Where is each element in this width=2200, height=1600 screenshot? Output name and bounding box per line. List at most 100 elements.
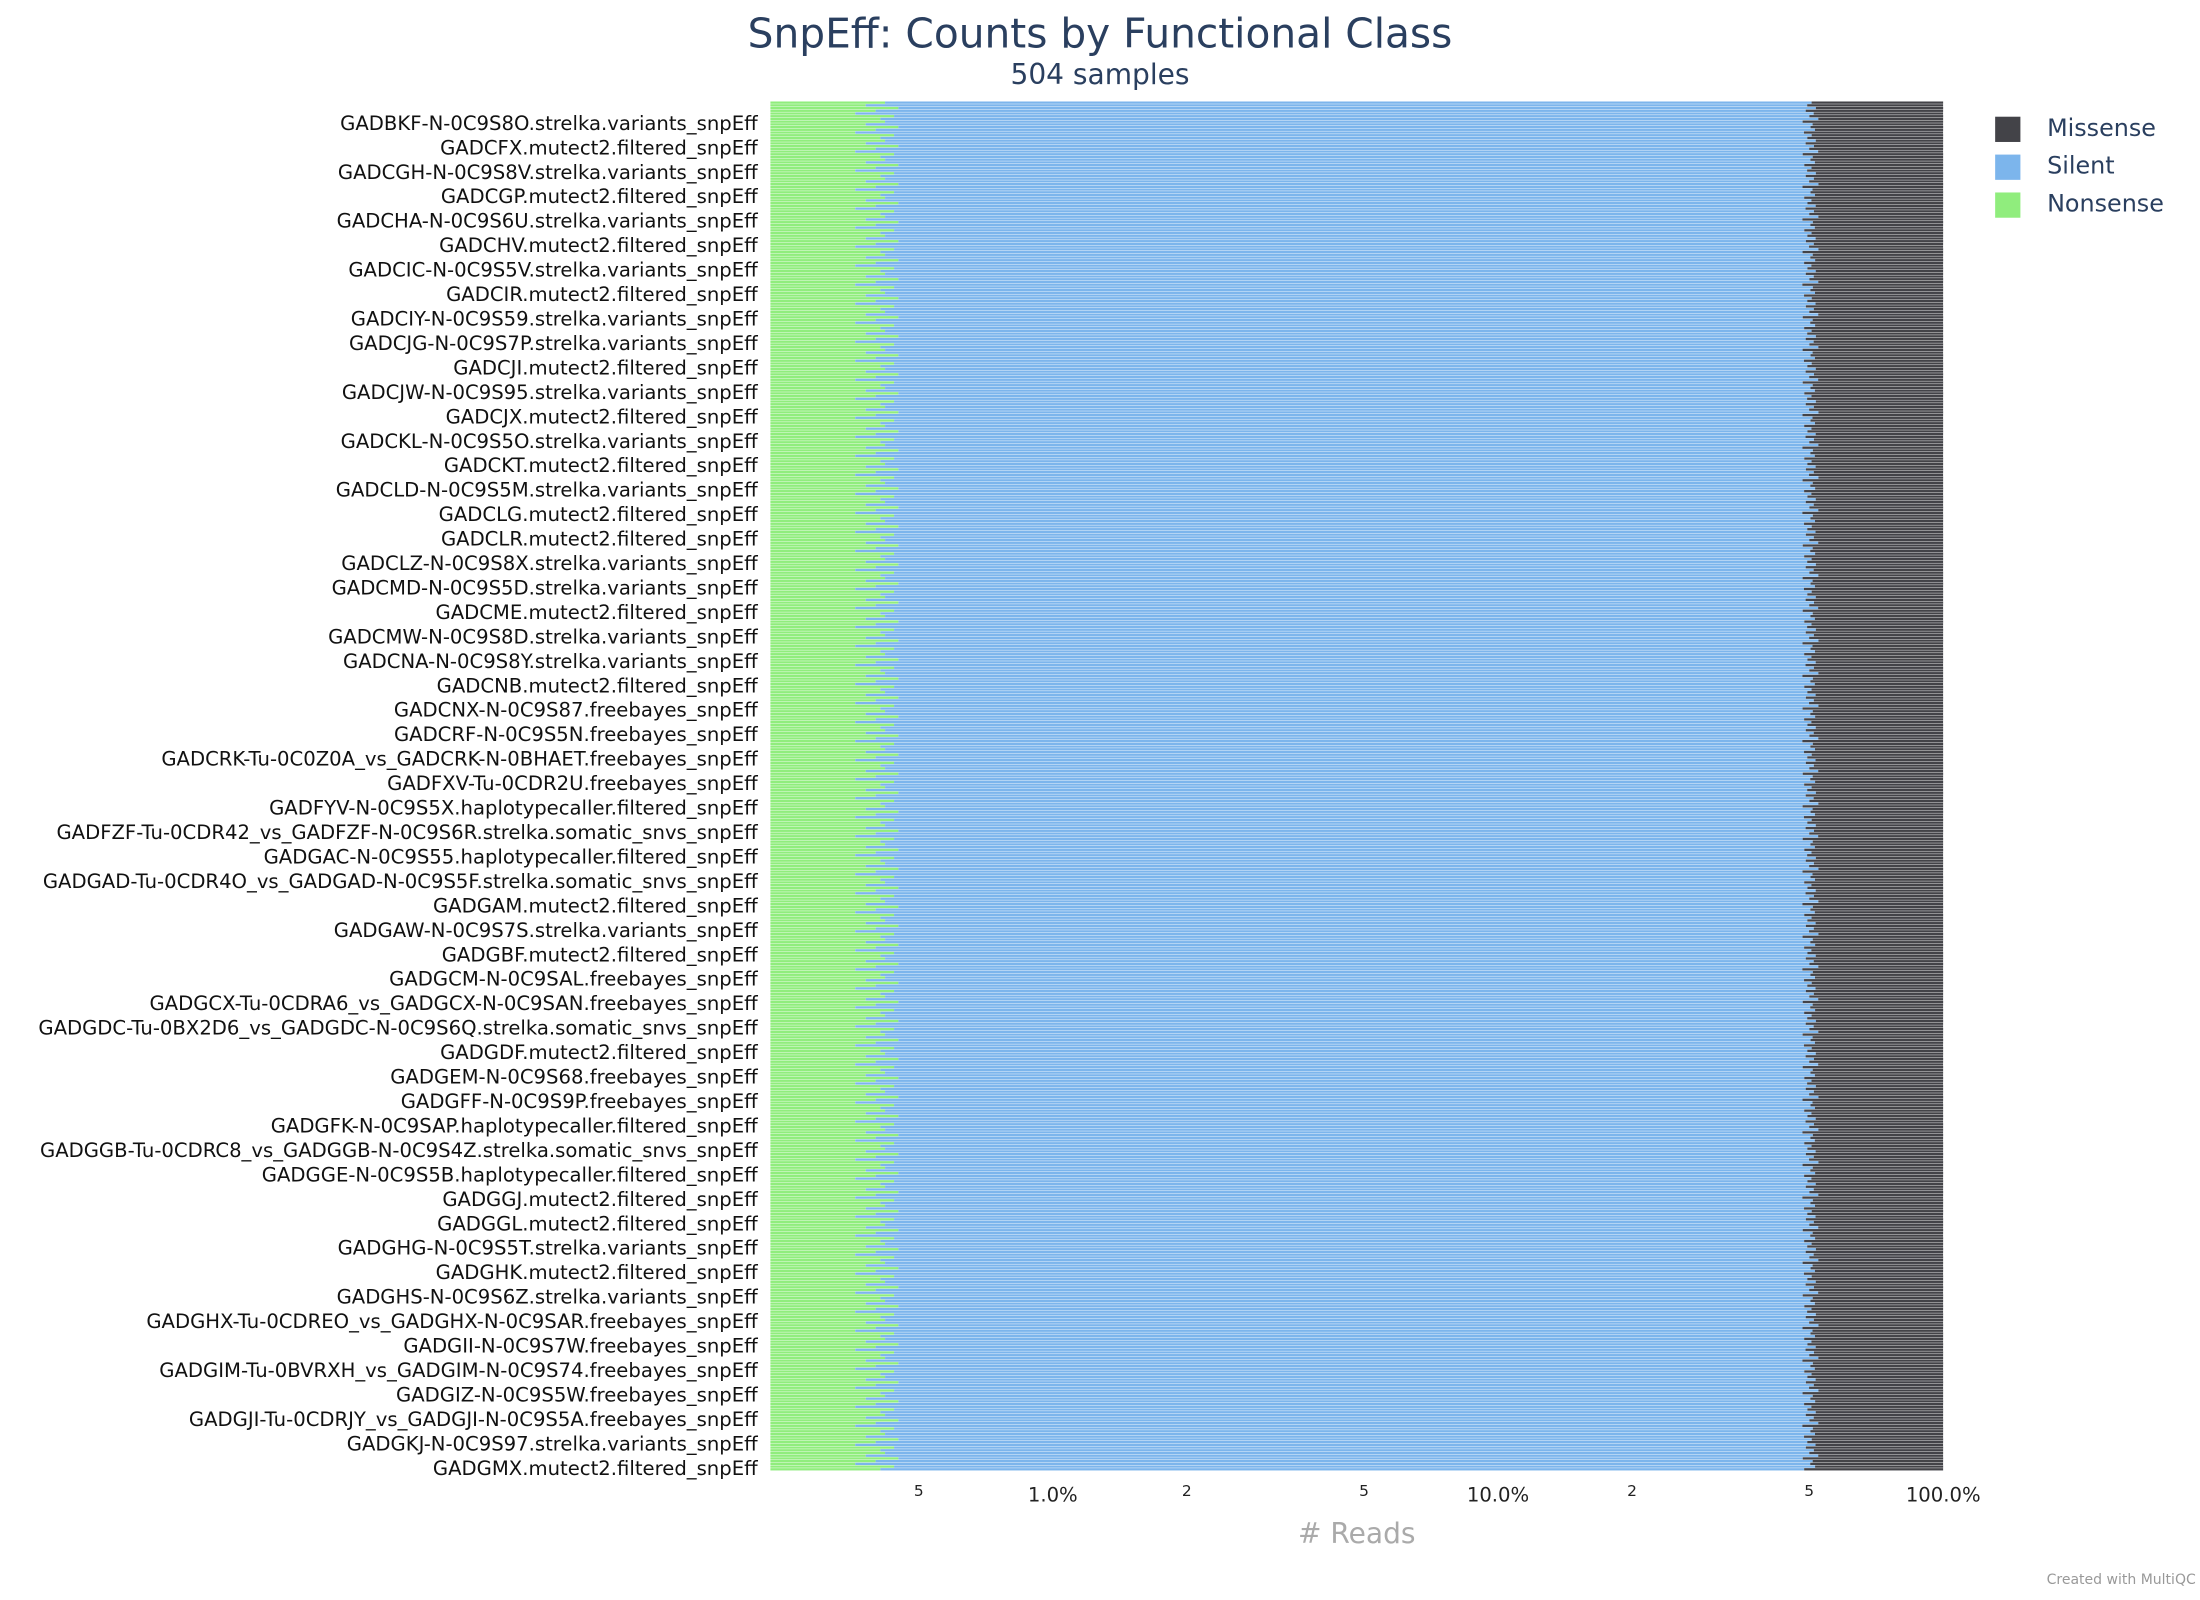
bar-segment <box>875 775 1813 778</box>
bar-segment <box>1809 1321 1944 1324</box>
y-tick-label: GADCIR.mutect2.filtered_snpEff <box>446 283 758 306</box>
bar-segment <box>770 256 866 259</box>
bar-segment <box>1811 720 1944 724</box>
bar-segment <box>770 783 881 786</box>
bar-segment <box>1815 530 1944 534</box>
y-tick-label: GADGHK.mutect2.filtered_snpEff <box>436 1261 758 1284</box>
bar-segment <box>770 1248 899 1251</box>
bar-segment <box>1818 541 1944 544</box>
bar-segment <box>770 984 876 987</box>
bar-segment <box>770 1087 881 1091</box>
bar-segment <box>770 1139 856 1142</box>
bar-segment <box>1812 1427 1944 1430</box>
bar-segment <box>770 1348 856 1351</box>
bar-segment <box>770 1166 886 1169</box>
bar-segment <box>770 1367 856 1370</box>
bar-segment <box>894 343 1810 346</box>
bar-segment <box>770 1283 866 1286</box>
bar-segment <box>770 468 899 471</box>
bar-segment <box>865 1226 1819 1229</box>
bar-segment <box>770 856 895 860</box>
y-tick-label: GADGAM.mutect2.filtered_snpEff <box>433 894 758 917</box>
bar-segment <box>885 1242 1812 1245</box>
bar-segment <box>1818 606 1944 610</box>
bar-segment <box>1809 1354 1944 1357</box>
bar-segment <box>1810 1201 1944 1205</box>
bar-segment <box>770 704 895 707</box>
bar-segment <box>770 946 876 949</box>
bar-segment <box>865 1264 1813 1267</box>
bar-segment <box>1802 1066 1944 1069</box>
bar-segment <box>894 1370 1805 1373</box>
bar-segment <box>894 419 1811 422</box>
bar-segment <box>865 674 1803 678</box>
bar-segment <box>770 307 881 311</box>
y-tick-label: GADGIM-Tu-0BVRXH_vs_GADGIM-N-0C9S74.free… <box>159 1359 758 1382</box>
bar-segment <box>880 802 1819 805</box>
bar-segment <box>1802 870 1944 873</box>
bar-segment <box>770 1294 895 1297</box>
bar-segment <box>770 756 876 759</box>
y-tick-label: GADGIZ-N-0C9S5W.freebayes_snpEff <box>396 1383 758 1406</box>
bar-segment <box>1807 528 1944 531</box>
bar-segment <box>1813 666 1944 669</box>
bar-segment <box>885 215 1819 218</box>
bar-segment <box>770 1413 886 1417</box>
bar-segment <box>1805 272 1944 275</box>
bar-segment <box>1809 343 1944 346</box>
bar-segment <box>770 1033 886 1036</box>
bar-segment <box>894 1275 1812 1278</box>
bar-segment <box>885 557 1812 561</box>
bar-segment <box>770 443 886 447</box>
bar-segment <box>770 1332 895 1335</box>
bar-segment <box>1811 916 1944 919</box>
bar-segment <box>770 1041 876 1044</box>
bar-segment <box>885 1014 1812 1017</box>
bar-segment <box>894 1408 1808 1411</box>
bar-segment <box>894 457 1805 460</box>
bar-segment <box>770 951 895 955</box>
bar-segment <box>770 916 881 919</box>
y-tick-label: GADGMX.mutect2.filtered_snpEff <box>433 1457 758 1480</box>
bar-segment <box>898 620 1805 623</box>
bar-segment <box>855 1234 1811 1237</box>
y-tick-label: GADGII-N-0C9S7W.freebayes_snpEff <box>403 1335 758 1358</box>
bar-segment <box>875 1364 1811 1368</box>
bar-segment <box>865 1207 1805 1210</box>
bar-segment <box>770 1188 866 1191</box>
bar-segment <box>770 720 856 724</box>
bar-segment <box>770 1125 881 1129</box>
bar-segment <box>1812 1264 1944 1267</box>
bar-segment <box>770 943 899 947</box>
bar-segment <box>1809 1451 1944 1455</box>
bar-segment <box>1811 297 1944 300</box>
bar-segment <box>1810 1332 1944 1335</box>
bar-segment <box>770 193 881 197</box>
bar-segment <box>885 348 1803 352</box>
bar-segment <box>855 949 1812 952</box>
bar-segment <box>880 174 1806 178</box>
bar-segment <box>1812 1296 1944 1300</box>
bar-segment <box>770 231 881 235</box>
bar-segment <box>1805 305 1944 308</box>
bar-segment <box>885 824 1816 827</box>
bar-segment <box>1805 1381 1944 1384</box>
bar-segment <box>898 677 1813 680</box>
bar-segment <box>1809 864 1944 868</box>
bar-segment <box>770 318 876 322</box>
bar-segment <box>1802 674 1944 678</box>
bar-segment <box>1804 457 1944 460</box>
bar-segment <box>880 992 1814 995</box>
bar-segment <box>865 579 1813 582</box>
bar-segment <box>770 1258 881 1262</box>
bar-segment <box>855 492 1812 496</box>
y-tick-label: GADGAC-N-0C9S55.haplotypecaller.filtered… <box>264 845 759 868</box>
bar-segment <box>1809 930 1944 933</box>
bar-segment <box>770 150 856 153</box>
bar-segment <box>865 845 1815 849</box>
bar-segment <box>894 229 1805 232</box>
bar-segment <box>1818 1324 1944 1327</box>
bar-segment <box>770 1277 881 1281</box>
bar-segment <box>770 598 866 602</box>
bar-segment <box>770 1430 881 1433</box>
